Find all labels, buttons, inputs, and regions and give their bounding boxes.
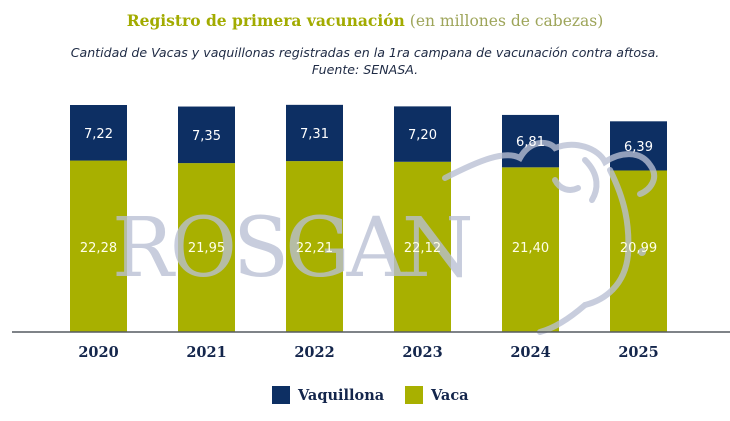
bars-layer [70, 104, 667, 332]
data-label-vaquillona-2022: 7,31 [300, 127, 329, 142]
legend-item-vaca: Vaca [405, 385, 469, 405]
data-label-vaca-2021: 21,95 [188, 241, 225, 256]
data-label-vaca-2020: 22,28 [80, 241, 117, 256]
legend-swatch-vaca [405, 386, 423, 404]
bar-vaca-2023 [394, 161, 451, 332]
watermark-text: ROSGAN [112, 201, 471, 296]
x-tick-label-2025: 2025 [618, 344, 658, 361]
bar-vaquillona-2023 [394, 106, 451, 162]
data-label-vaquillona-2021: 7,35 [192, 129, 221, 144]
x-tick-label-2023: 2023 [402, 344, 442, 361]
legend-swatch-vaquillona [272, 386, 290, 404]
bar-vaca-2022 [286, 161, 343, 332]
bar-vaquillona-2021 [178, 106, 235, 164]
bar-vaquillona-2025 [610, 121, 667, 171]
x-tick-label-2024: 2024 [510, 344, 550, 361]
bar-vaca-2020 [70, 160, 127, 332]
cow-head-icon [442, 139, 658, 335]
legend-label-vaquillona: Vaquillona [298, 386, 385, 404]
x-tick-label-2021: 2021 [186, 344, 226, 361]
data-label-vaquillona-2020: 7,22 [84, 127, 113, 142]
bar-vaca-2024 [502, 167, 559, 332]
watermark: ROSGAN [112, 139, 658, 335]
data-label-vaca-2022: 22,21 [296, 241, 333, 256]
data-label-vaca-2024: 21,40 [512, 241, 549, 256]
chart-title: Registro de primera vacunación (en millo… [0, 11, 730, 30]
cow-nostril-icon [638, 248, 646, 256]
labels-layer: 7,22 22,28 7,35 21,95 7,31 22,21 7,20 22,12 6,81… [80, 127, 657, 256]
bar-vaquillona-2022 [286, 104, 343, 162]
x-tick-label-2020: 2020 [78, 344, 118, 361]
x-axis-ticks: 2020 2021 2022 2023 2024 2025 [78, 344, 658, 361]
bar-vaca-2021 [178, 163, 235, 332]
x-tick-label-2022: 2022 [294, 344, 334, 361]
legend-item-vaquillona: Vaquillona [272, 385, 384, 405]
data-label-vaca-2025: 20,99 [620, 241, 657, 256]
data-label-vaquillona-2023: 7,20 [408, 128, 437, 143]
legend-label-vaca: Vaca [431, 386, 469, 404]
chart-title-main: Registro de primera vacunación [126, 11, 405, 30]
data-label-vaquillona-2025: 6,39 [624, 140, 653, 155]
bar-vaquillona-2020 [70, 105, 127, 161]
chart-title-units: (en millones de cabezas) [409, 12, 604, 30]
chart-source: Fuente: SENASA. [311, 62, 419, 77]
data-label-vaquillona-2024: 6,81 [516, 135, 545, 150]
data-label-vaca-2023: 22,12 [404, 241, 441, 256]
chart-subtitle: Cantidad de Vacas y vaquillonas registra… [70, 45, 660, 60]
